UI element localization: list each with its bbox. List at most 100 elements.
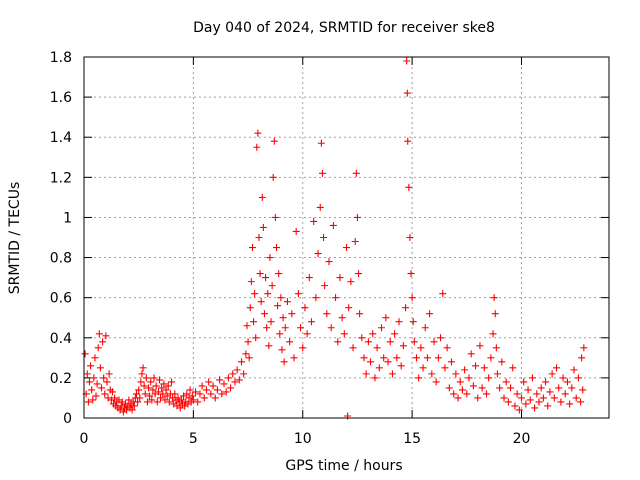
data-point [235, 376, 243, 384]
data-point [406, 234, 414, 241]
data-point [275, 270, 283, 278]
data-point [448, 358, 455, 366]
data-point [286, 338, 294, 346]
data-point [192, 388, 200, 396]
x-tick-label: 20 [513, 431, 531, 447]
data-point [102, 332, 110, 340]
data-point [343, 244, 350, 252]
data-point [150, 374, 158, 382]
data-point [177, 396, 185, 404]
data-point [254, 129, 262, 137]
data-point [329, 221, 337, 229]
data-point [164, 382, 172, 390]
data-point [308, 318, 315, 326]
data-point [266, 254, 274, 262]
data-point [154, 388, 162, 396]
data-point [415, 374, 423, 382]
chart-title: Day 040 of 2024, SRMTID for receiver ske… [193, 20, 495, 36]
data-point [299, 344, 307, 352]
data-point [149, 386, 157, 394]
data-point [137, 378, 145, 386]
data-point [531, 404, 539, 412]
data-point [441, 364, 449, 372]
data-point [428, 370, 436, 378]
data-point [233, 366, 241, 374]
data-point [408, 294, 416, 302]
data-point [407, 270, 415, 278]
data-point [245, 354, 253, 362]
data-point [247, 278, 255, 286]
data-point [546, 388, 554, 396]
data-point [580, 344, 588, 352]
data-point [316, 203, 324, 211]
data-point [563, 378, 571, 386]
data-point [355, 270, 363, 278]
data-point [103, 378, 111, 386]
data-point [267, 318, 275, 326]
data-point [98, 384, 105, 392]
x-tick-label: 0 [80, 431, 89, 447]
data-point [194, 398, 202, 406]
data-point [242, 350, 250, 358]
data-point [139, 364, 147, 372]
axis-ticks [83, 56, 609, 419]
data-point [430, 338, 438, 346]
data-point [485, 374, 493, 382]
data-point [99, 338, 107, 346]
data-point [360, 354, 368, 362]
data-point [257, 298, 265, 306]
data-point [417, 344, 425, 352]
data-point [292, 227, 300, 235]
data-point [224, 374, 232, 382]
data-point [278, 346, 286, 354]
data-point [96, 364, 104, 372]
data-point [153, 398, 161, 406]
data-point [244, 338, 252, 346]
data-point [134, 398, 142, 406]
data-point [143, 398, 151, 406]
data-point [259, 223, 267, 231]
data-point [384, 358, 392, 366]
data-point [251, 290, 259, 298]
y-tick-label: 1.6 [50, 90, 72, 106]
data-point [338, 314, 346, 322]
data-point [91, 354, 99, 362]
data-point [524, 386, 532, 394]
data-point [268, 282, 276, 290]
data-point [288, 310, 296, 318]
data-point [461, 366, 469, 374]
data-point [250, 318, 258, 326]
data-point [274, 302, 282, 310]
grid-lines [84, 57, 609, 418]
data-point [320, 234, 328, 241]
data-point [92, 392, 100, 400]
data-point [207, 390, 215, 398]
data-point [439, 290, 447, 298]
data-point [87, 362, 95, 370]
data-point [303, 330, 311, 338]
data-point [325, 258, 333, 266]
data-point [393, 354, 401, 362]
data-point [130, 402, 138, 410]
data-point [171, 390, 179, 398]
data-point [157, 394, 165, 402]
data-point [402, 304, 410, 312]
data-point [566, 400, 574, 408]
data-point [487, 354, 495, 362]
data-point [472, 362, 480, 370]
y-tick-label: 0 [63, 411, 72, 427]
data-point [423, 354, 431, 362]
data-point [500, 394, 508, 402]
data-point [240, 370, 248, 378]
y-tick-label: 1.8 [50, 50, 72, 66]
data-point [478, 384, 486, 392]
data-point [279, 314, 287, 322]
data-point [452, 370, 460, 378]
data-point [101, 390, 109, 398]
data-point [548, 370, 556, 378]
data-point [305, 274, 313, 282]
data-point [84, 398, 92, 406]
data-point [450, 390, 458, 398]
data-point [165, 398, 173, 406]
data-point [256, 270, 264, 278]
